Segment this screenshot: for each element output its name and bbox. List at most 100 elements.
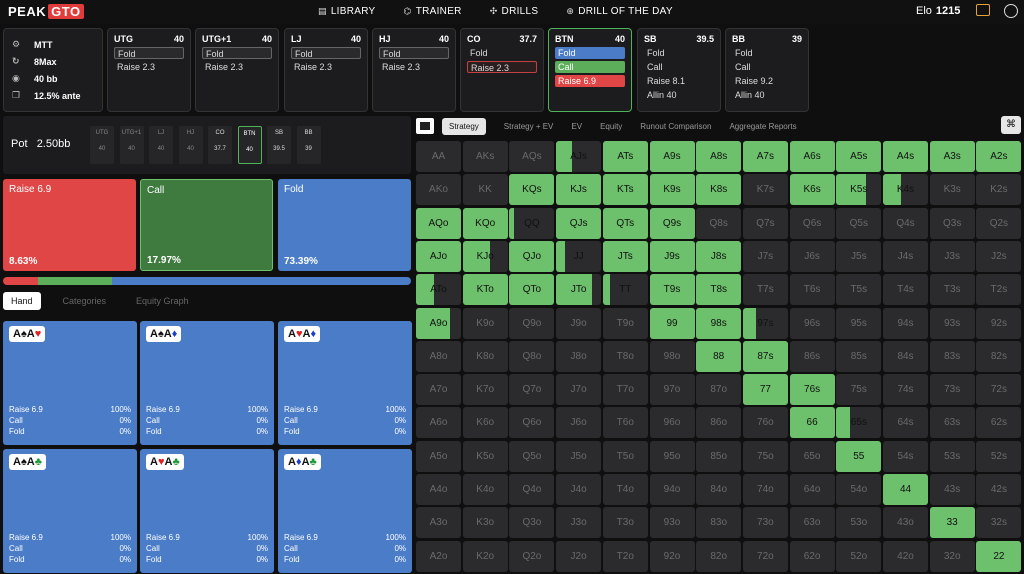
hand-cell-88[interactable]: 88 bbox=[696, 340, 742, 372]
hand-cell-a7s[interactable]: A7s bbox=[742, 141, 788, 172]
hand-cell-q4o[interactable]: Q4o bbox=[509, 474, 555, 505]
hand-cell-96s[interactable]: 96s bbox=[789, 307, 835, 339]
hand-cell-97s[interactable]: 97s bbox=[742, 307, 788, 339]
hand-cell-j3s[interactable]: J3s bbox=[929, 240, 975, 272]
pot-seat-utgplus1[interactable]: UTG+1 40 bbox=[119, 126, 144, 164]
position-card-btn[interactable]: BTN 40 Fold Call Raise 6.9 bbox=[548, 28, 632, 112]
hand-cell-95s[interactable]: 95s bbox=[836, 307, 882, 339]
hand-cell-64s[interactable]: 64s bbox=[883, 407, 928, 439]
hand-cell-72s[interactable]: 72s bbox=[976, 374, 1022, 406]
pot-seat-utg[interactable]: UTG 40 bbox=[90, 126, 114, 164]
hand-cell-t6o[interactable]: T6o bbox=[602, 407, 648, 439]
hand-cell-65s[interactable]: 65s bbox=[836, 407, 882, 439]
hand-cell-j2s[interactable]: J2s bbox=[976, 240, 1022, 272]
hand-cell-aqs[interactable]: AQs bbox=[509, 141, 555, 172]
hand-cell-qts[interactable]: QTs bbox=[602, 207, 648, 239]
action-box-raise[interactable]: Raise 6.9 8.63% bbox=[3, 179, 136, 271]
hand-cell-92s[interactable]: 92s bbox=[976, 307, 1022, 339]
peakgto-logo[interactable]: PEAK GTO bbox=[8, 4, 84, 19]
hand-cell-98s[interactable]: 98s bbox=[696, 307, 742, 339]
hand-cell-k9s[interactable]: K9s bbox=[649, 174, 695, 206]
hand-cell-k6o[interactable]: K6o bbox=[462, 407, 508, 439]
hand-cell-a2o[interactable]: A2o bbox=[416, 540, 461, 572]
hand-cell-k9o[interactable]: K9o bbox=[462, 307, 508, 339]
hand-cell-q2o[interactable]: Q2o bbox=[509, 540, 555, 572]
hand-cell-q8s[interactable]: Q8s bbox=[696, 207, 742, 239]
hand-cell-t5s[interactable]: T5s bbox=[836, 274, 882, 306]
hand-cell-t4o[interactable]: T4o bbox=[602, 474, 648, 505]
hand-cell-75s[interactable]: 75s bbox=[836, 374, 882, 406]
hand-cell-j6o[interactable]: J6o bbox=[556, 407, 602, 439]
hand-cell-t9s[interactable]: T9s bbox=[649, 274, 695, 306]
hand-cell-52o[interactable]: 52o bbox=[836, 540, 882, 572]
action-option[interactable]: Call bbox=[647, 62, 663, 72]
hand-cell-kjs[interactable]: KJs bbox=[556, 174, 602, 206]
hand-cell-j2o[interactable]: J2o bbox=[556, 540, 602, 572]
hand-cell-kqs[interactable]: KQs bbox=[509, 174, 555, 206]
hand-cell-93s[interactable]: 93s bbox=[929, 307, 975, 339]
hand-cell-65o[interactable]: 65o bbox=[789, 440, 835, 472]
hand-cell-54s[interactable]: 54s bbox=[883, 440, 928, 472]
hand-cell-42s[interactable]: 42s bbox=[976, 474, 1022, 505]
hand-cell-53s[interactable]: 53s bbox=[929, 440, 975, 472]
nav-item-drills[interactable]: ✣ DRILLS bbox=[490, 6, 539, 17]
hand-cell-63s[interactable]: 63s bbox=[929, 407, 975, 439]
hand-cell-87s[interactable]: 87s bbox=[742, 340, 788, 372]
hand-cell-q6s[interactable]: Q6s bbox=[789, 207, 835, 239]
hand-cell-q7s[interactable]: Q7s bbox=[742, 207, 788, 239]
hand-cell-94o[interactable]: 94o bbox=[649, 474, 695, 505]
hand-cell-qjo[interactable]: QJo bbox=[509, 240, 555, 272]
hand-cell-62o[interactable]: 62o bbox=[789, 540, 835, 572]
hand-cell-43s[interactable]: 43s bbox=[929, 474, 975, 505]
hand-cell-t9o[interactable]: T9o bbox=[602, 307, 648, 339]
hand-cell-k3o[interactable]: K3o bbox=[462, 507, 508, 539]
hand-cell-52s[interactable]: 52s bbox=[976, 440, 1022, 472]
hand-cell-j8s[interactable]: J8s bbox=[696, 240, 742, 272]
hand-cell-32s[interactable]: 32s bbox=[976, 507, 1022, 539]
pot-seat-sb[interactable]: SB 39.5 bbox=[267, 126, 291, 164]
action-option[interactable]: Raise 2.3 bbox=[467, 61, 537, 73]
hand-combo-card[interactable]: A♥A♦ Raise 6.9 100% Call 0% Fold 0% bbox=[278, 321, 412, 445]
hand-cell-t2o[interactable]: T2o bbox=[602, 540, 648, 572]
tab-hand[interactable]: Hand bbox=[3, 292, 41, 310]
hand-cell-93o[interactable]: 93o bbox=[649, 507, 695, 539]
hand-cell-55[interactable]: 55 bbox=[836, 440, 882, 472]
hand-cell-74s[interactable]: 74s bbox=[883, 374, 928, 406]
user-icon[interactable] bbox=[1004, 4, 1018, 18]
hand-cell-t3o[interactable]: T3o bbox=[602, 507, 648, 539]
hand-cell-a9o[interactable]: A9o bbox=[416, 307, 461, 339]
action-option[interactable]: Fold bbox=[291, 47, 361, 59]
hand-cell-q3s[interactable]: Q3s bbox=[929, 207, 975, 239]
hand-cell-j4s[interactable]: J4s bbox=[883, 240, 928, 272]
hand-cell-k5s[interactable]: K5s bbox=[836, 174, 882, 206]
hand-cell-98o[interactable]: 98o bbox=[649, 340, 695, 372]
hand-cell-q4s[interactable]: Q4s bbox=[883, 207, 928, 239]
tab-runout-comparison[interactable]: Runout Comparison bbox=[640, 121, 712, 131]
action-option[interactable]: Raise 2.3 bbox=[294, 62, 333, 72]
hand-cell-q6o[interactable]: Q6o bbox=[509, 407, 555, 439]
hand-cell-86o[interactable]: 86o bbox=[696, 407, 742, 439]
hand-cell-85o[interactable]: 85o bbox=[696, 440, 742, 472]
tab-strategy-ev[interactable]: Strategy + EV bbox=[503, 121, 554, 131]
hand-cell-aa[interactable]: AA bbox=[416, 141, 461, 172]
hand-cell-k4s[interactable]: K4s bbox=[883, 174, 928, 206]
action-option[interactable]: Raise 6.9 bbox=[555, 75, 625, 87]
grid-view-icon[interactable] bbox=[416, 118, 434, 134]
hand-cell-76o[interactable]: 76o bbox=[742, 407, 788, 439]
hand-cell-t2s[interactable]: T2s bbox=[976, 274, 1022, 306]
hand-cell-83o[interactable]: 83o bbox=[696, 507, 742, 539]
hand-cell-82s[interactable]: 82s bbox=[976, 340, 1022, 372]
hand-cell-84o[interactable]: 84o bbox=[696, 474, 742, 505]
hand-cell-53o[interactable]: 53o bbox=[836, 507, 882, 539]
hand-cell-ajo[interactable]: AJo bbox=[416, 240, 461, 272]
action-option[interactable]: Fold bbox=[114, 47, 184, 59]
hand-cell-kto[interactable]: KTo bbox=[462, 274, 508, 306]
action-option[interactable]: Fold bbox=[470, 48, 488, 58]
hand-cell-t7o[interactable]: T7o bbox=[602, 374, 648, 406]
hand-cell-j9s[interactable]: J9s bbox=[649, 240, 695, 272]
hand-cell-a5s[interactable]: A5s bbox=[836, 141, 882, 172]
hand-cell-ats[interactable]: ATs bbox=[602, 141, 648, 172]
hand-cell-a3s[interactable]: A3s bbox=[929, 141, 975, 172]
tab-ev[interactable]: EV bbox=[571, 121, 583, 131]
hand-cell-k3s[interactable]: K3s bbox=[929, 174, 975, 206]
